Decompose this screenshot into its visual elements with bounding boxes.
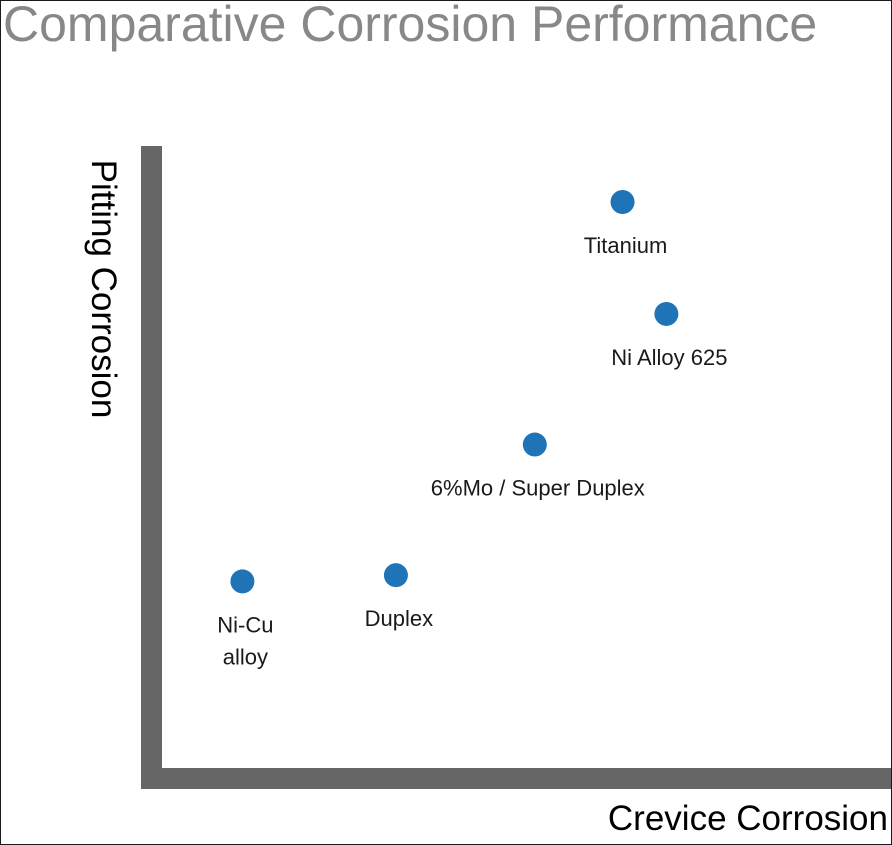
data-point [383, 563, 408, 588]
data-points: Ni-Cu alloy Duplex 6%Mo / Super Duplex Ni Al… [217, 189, 727, 669]
point-label: Ni-Cu alloy [217, 612, 273, 669]
y-axis-label-container: Pitting Corrosion [65, 146, 140, 431]
data-point [230, 569, 255, 594]
y-axis-label: Pitting Corrosion [83, 159, 123, 418]
point-label: 6%Mo / Super Duplex [431, 476, 645, 501]
data-point [522, 432, 547, 457]
x-axis-line [141, 768, 891, 789]
point-label: Duplex [365, 606, 433, 631]
chart-title: Comparative Corrosion Performance [3, 0, 818, 52]
x-axis-label: Crevice Corrosion [607, 799, 888, 838]
data-point [654, 301, 679, 326]
y-axis-line [141, 146, 162, 789]
point-label: Ni Alloy 625 [611, 345, 727, 370]
point-label: Titanium [584, 233, 668, 258]
data-point [610, 189, 635, 214]
